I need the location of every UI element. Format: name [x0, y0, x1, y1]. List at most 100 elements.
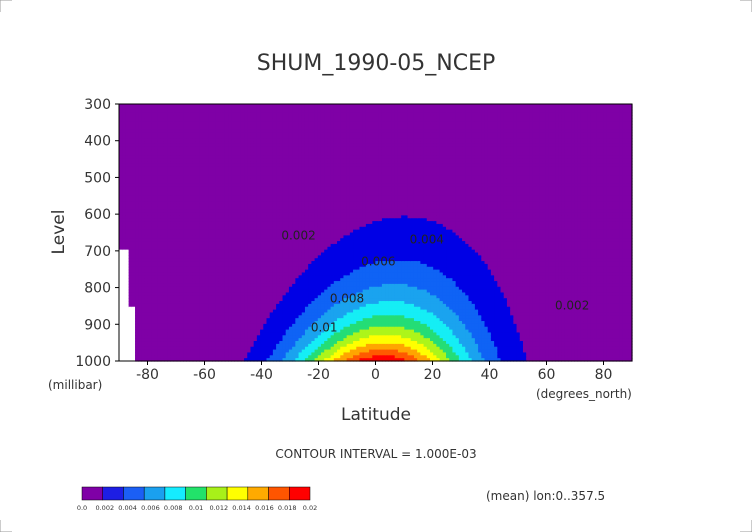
contour-cell: [157, 121, 162, 125]
contour-cell: [151, 258, 155, 262]
contour-cell: [119, 335, 123, 339]
contour-cell: [141, 149, 146, 154]
contour-cell: [154, 241, 159, 245]
contour-cell: [135, 143, 139, 148]
contour-cell: [122, 152, 127, 156]
contour-cell: [147, 146, 152, 151]
contour-cell: [195, 166, 200, 171]
contour-cell: [141, 318, 146, 322]
contour-cell: [176, 183, 181, 188]
contour-cell: [221, 249, 226, 254]
contour-cell: [199, 149, 203, 154]
contour-cell: [131, 238, 136, 242]
contour-cell: [192, 298, 197, 302]
contour-cell: [186, 338, 191, 342]
contour-cell: [128, 201, 133, 205]
contour-cell: [135, 172, 139, 176]
contour-cell: [173, 232, 178, 236]
contour-cell: [163, 246, 168, 251]
contour-cell: [183, 186, 187, 191]
contour-cell: [122, 126, 127, 131]
contour-cell: [211, 195, 216, 199]
contour-cell: [189, 355, 194, 359]
contour-cell: [167, 172, 171, 176]
contour-cell: [119, 181, 123, 185]
contour-cell: [154, 112, 159, 117]
contour-cell: [215, 346, 219, 351]
contour-cell: [147, 301, 152, 305]
contour-cell: [195, 129, 200, 134]
contour-cell: [195, 329, 200, 334]
contour-cell: [122, 198, 127, 202]
contour-cell: [186, 309, 191, 314]
contour-cell: [224, 346, 229, 351]
contour-cell: [160, 309, 165, 314]
contour-cell: [157, 212, 162, 216]
contour-cell: [211, 261, 216, 265]
contour-cell: [211, 123, 216, 128]
contour-cell: [192, 329, 197, 334]
contour-cell: [160, 104, 165, 108]
contour-cell: [154, 163, 159, 168]
contour-cell: [154, 175, 159, 179]
contour-cell: [221, 104, 226, 108]
contour-cell: [141, 206, 146, 211]
contour-cell: [138, 104, 143, 108]
contour-cell: [205, 104, 210, 108]
contour-cell: [205, 155, 210, 159]
contour-cell: [192, 238, 197, 242]
contour-cell: [135, 283, 139, 288]
contour-cell: [195, 298, 200, 302]
contour-cell: [160, 301, 165, 305]
contour-cell: [179, 201, 184, 205]
contour-cell: [147, 278, 152, 282]
contour-cell: [125, 152, 130, 156]
contour-cell: [128, 169, 133, 174]
contour-cell: [202, 201, 207, 205]
contour-cell: [135, 309, 139, 314]
contour-cell: [170, 209, 175, 214]
contour-cell: [179, 215, 184, 219]
contour-cell: [176, 166, 181, 171]
contour-cell: [154, 298, 159, 302]
contour-cell: [125, 229, 130, 234]
contour-cell: [138, 229, 143, 234]
contour-cell: [179, 192, 184, 196]
contour-cell: [176, 318, 181, 322]
contour-cell: [211, 178, 216, 182]
contour-cell: [154, 146, 159, 151]
contour-cell: [208, 238, 213, 242]
contour-cell: [208, 146, 213, 151]
contour-cell: [157, 158, 162, 162]
contour-cell: [215, 309, 219, 314]
contour-cell: [144, 341, 149, 345]
contour-cell: [215, 178, 219, 182]
contour-cell: [179, 112, 184, 117]
contour-cell: [218, 215, 223, 219]
contour-cell: [179, 123, 184, 128]
contour-cell: [221, 169, 226, 174]
contour-cell: [125, 295, 130, 299]
contour-cell: [157, 181, 162, 185]
contour-cell: [202, 255, 207, 259]
contour-cell: [144, 135, 149, 139]
contour-cell: [119, 312, 123, 316]
contour-cell: [154, 232, 159, 236]
contour-cell: [160, 166, 165, 171]
contour-cell: [122, 286, 127, 291]
contour-cell: [170, 229, 175, 234]
contour-cell: [157, 246, 162, 251]
contour-cell: [192, 112, 197, 117]
contour-cell: [170, 281, 175, 285]
contour-cell: [215, 169, 219, 174]
contour-cell: [141, 201, 146, 205]
contour-cell: [173, 109, 178, 114]
contour-cell: [170, 246, 175, 251]
contour-cell: [157, 132, 162, 137]
contour-cell: [141, 272, 146, 276]
contour-cell: [147, 335, 152, 339]
contour-cell: [224, 118, 229, 122]
contour-cell: [202, 158, 207, 162]
contour-cell: [122, 235, 127, 239]
contour-cell: [119, 352, 123, 356]
